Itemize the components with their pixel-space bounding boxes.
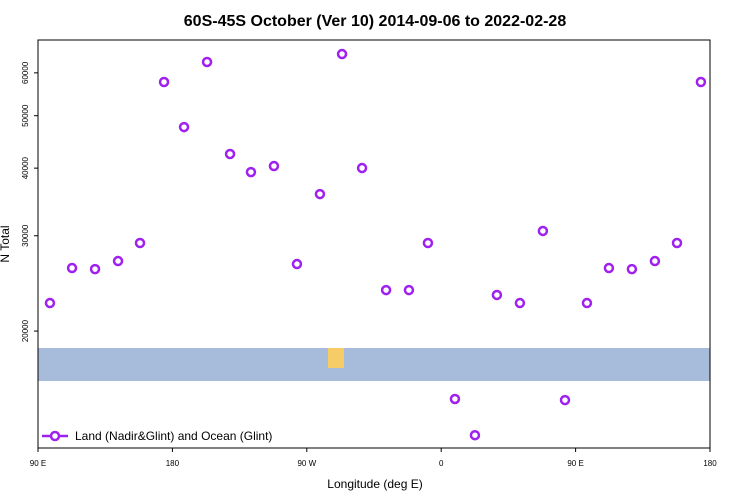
land-patch bbox=[328, 348, 344, 368]
chart-title: 60S-45S October (Ver 10) 2014-09-06 to 2… bbox=[184, 13, 567, 30]
legend-label: Land (Nadir&Glint) and Ocean (Glint) bbox=[75, 429, 272, 443]
point bbox=[201, 56, 213, 68]
plot-frame bbox=[37, 39, 711, 449]
point bbox=[224, 148, 236, 160]
x-axis-label: Longitude (deg E) bbox=[327, 477, 422, 491]
point bbox=[537, 225, 549, 237]
point bbox=[581, 297, 593, 309]
x-tick-label: 0 bbox=[439, 459, 444, 468]
point bbox=[559, 394, 571, 406]
point bbox=[695, 76, 707, 88]
point bbox=[626, 263, 638, 275]
point bbox=[403, 284, 415, 296]
y-tick-label: 20000 bbox=[21, 319, 30, 342]
y-tick-label: 60000 bbox=[21, 61, 30, 84]
point bbox=[314, 188, 326, 200]
y-tick-label: 30000 bbox=[21, 224, 30, 247]
point bbox=[158, 76, 170, 88]
point bbox=[336, 48, 348, 60]
point bbox=[449, 393, 461, 405]
point bbox=[178, 121, 190, 133]
point bbox=[89, 263, 101, 275]
point bbox=[649, 255, 661, 267]
point bbox=[356, 162, 368, 174]
x-tick-label: 90 E bbox=[30, 459, 46, 468]
x-tick-label: 90 W bbox=[297, 459, 316, 468]
point bbox=[514, 297, 526, 309]
point bbox=[112, 255, 124, 267]
point bbox=[671, 237, 683, 249]
point bbox=[469, 429, 481, 441]
point bbox=[44, 297, 56, 309]
map-strip bbox=[38, 348, 710, 381]
point bbox=[603, 262, 615, 274]
y-tick-label: 40000 bbox=[21, 156, 30, 179]
point bbox=[134, 237, 146, 249]
point bbox=[491, 289, 503, 301]
legend-marker bbox=[49, 430, 61, 442]
point bbox=[291, 258, 303, 270]
x-tick-label: 180 bbox=[703, 459, 717, 468]
point bbox=[268, 160, 280, 172]
point bbox=[380, 284, 392, 296]
y-tick-label: 50000 bbox=[21, 104, 30, 127]
x-tick-label: 90 E bbox=[567, 459, 583, 468]
point bbox=[66, 262, 78, 274]
y-axis-label: N Total bbox=[0, 225, 12, 262]
point bbox=[245, 166, 257, 178]
x-tick-label: 180 bbox=[166, 459, 180, 468]
point bbox=[422, 237, 434, 249]
